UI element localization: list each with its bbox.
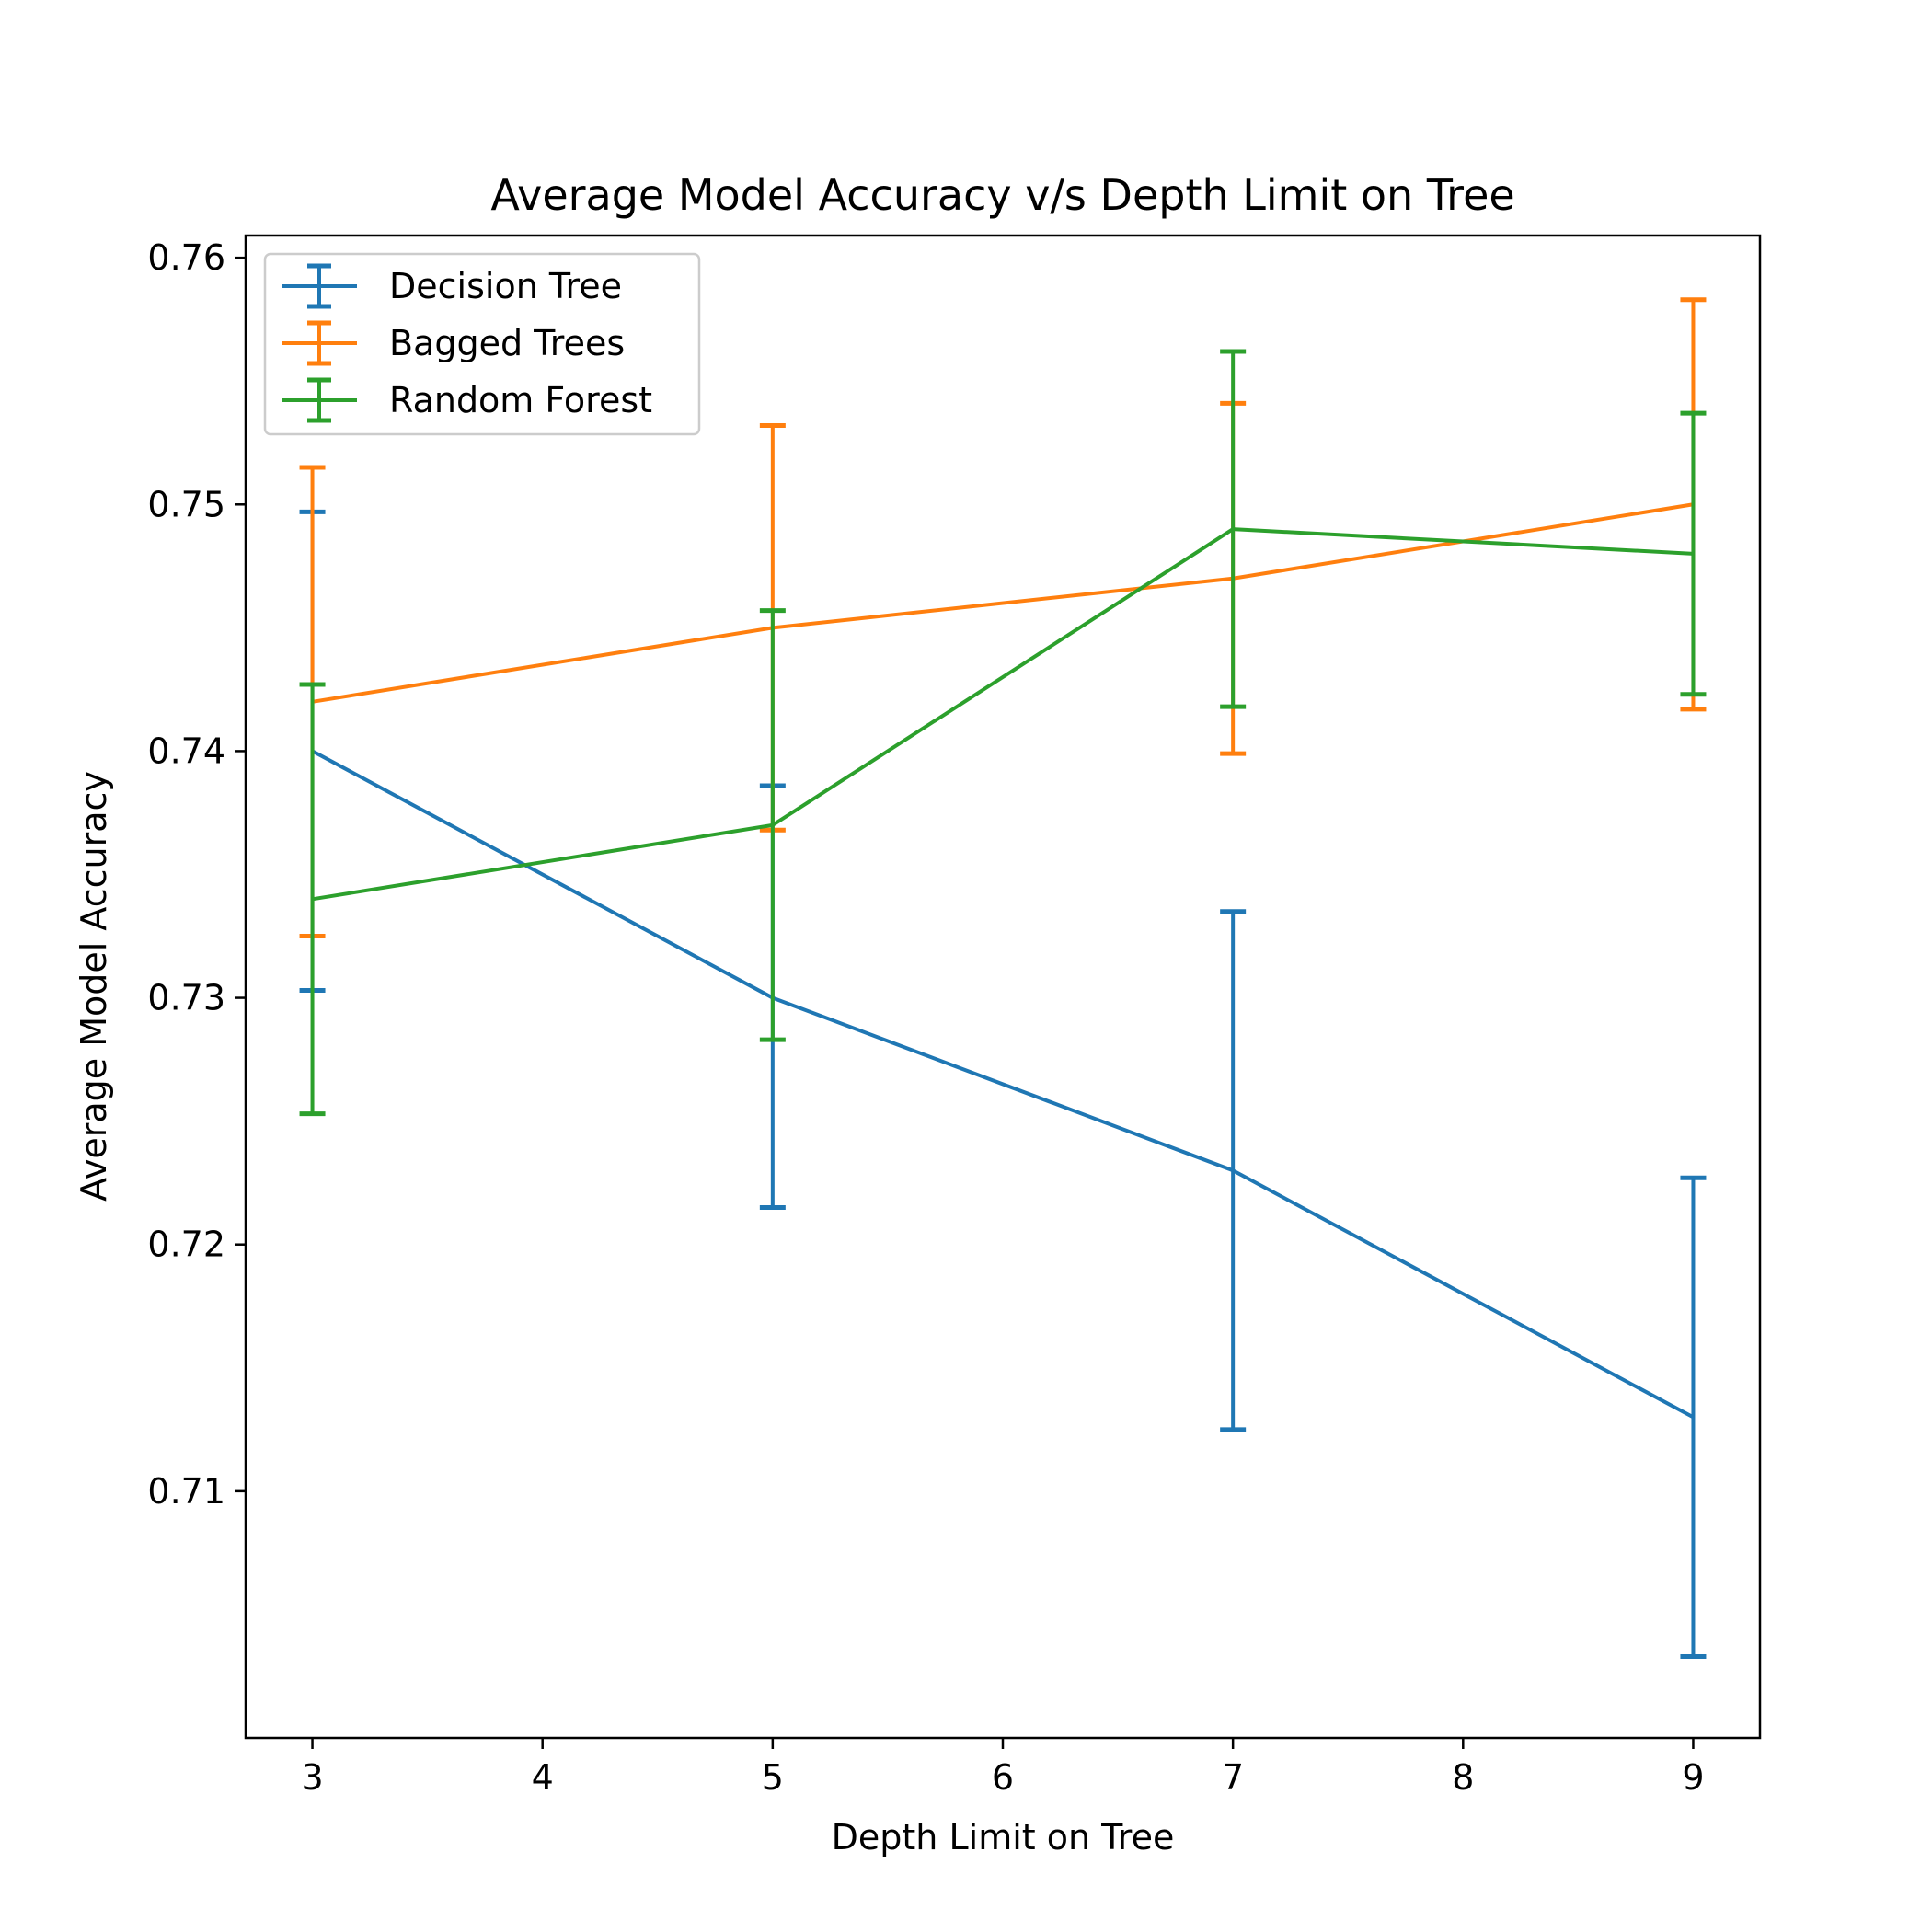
legend-entry: Bagged Trees xyxy=(282,320,625,366)
y-axis-label: Average Model Accuracy xyxy=(74,771,114,1202)
chart-title: Average Model Accuracy v/s Depth Limit o… xyxy=(490,170,1514,220)
axes: 3 4 5 6 7 8 9 0.71 0.72 0.73 0.74 0.75 0.76 xyxy=(147,237,1704,1798)
series-random-forest xyxy=(299,349,1707,1117)
x-tick-label: 6 xyxy=(992,1757,1014,1798)
x-axis-label: Depth Limit on Tree xyxy=(832,1817,1175,1857)
x-tick-label: 8 xyxy=(1452,1757,1474,1798)
x-tick-label: 3 xyxy=(301,1757,323,1798)
series-line xyxy=(312,527,1694,902)
x-tick-label: 9 xyxy=(1682,1757,1704,1798)
plot-area xyxy=(299,297,1707,1660)
series-decision-tree xyxy=(299,509,1707,1660)
legend-entry: Decision Tree xyxy=(282,263,622,309)
y-tick-label: 0.74 xyxy=(147,730,225,771)
y-tick-label: 0.72 xyxy=(147,1225,225,1265)
legend-entry: Random Forest xyxy=(282,377,652,423)
x-tick-label: 7 xyxy=(1222,1757,1244,1798)
legend-label: Bagged Trees xyxy=(389,323,625,363)
legend-label: Random Forest xyxy=(389,380,652,420)
legend-label: Decision Tree xyxy=(389,266,622,306)
y-tick-label: 0.76 xyxy=(147,237,225,278)
legend: Decision Tree Bagged Trees Random Forest xyxy=(263,252,701,436)
legend-box xyxy=(263,252,701,436)
x-tick-label: 5 xyxy=(762,1757,784,1798)
y-tick-label: 0.75 xyxy=(147,484,225,524)
y-tick-label: 0.73 xyxy=(147,978,225,1018)
series-line xyxy=(311,749,1695,1420)
x-tick-label: 4 xyxy=(532,1757,554,1798)
y-tick-label: 0.71 xyxy=(147,1471,225,1512)
